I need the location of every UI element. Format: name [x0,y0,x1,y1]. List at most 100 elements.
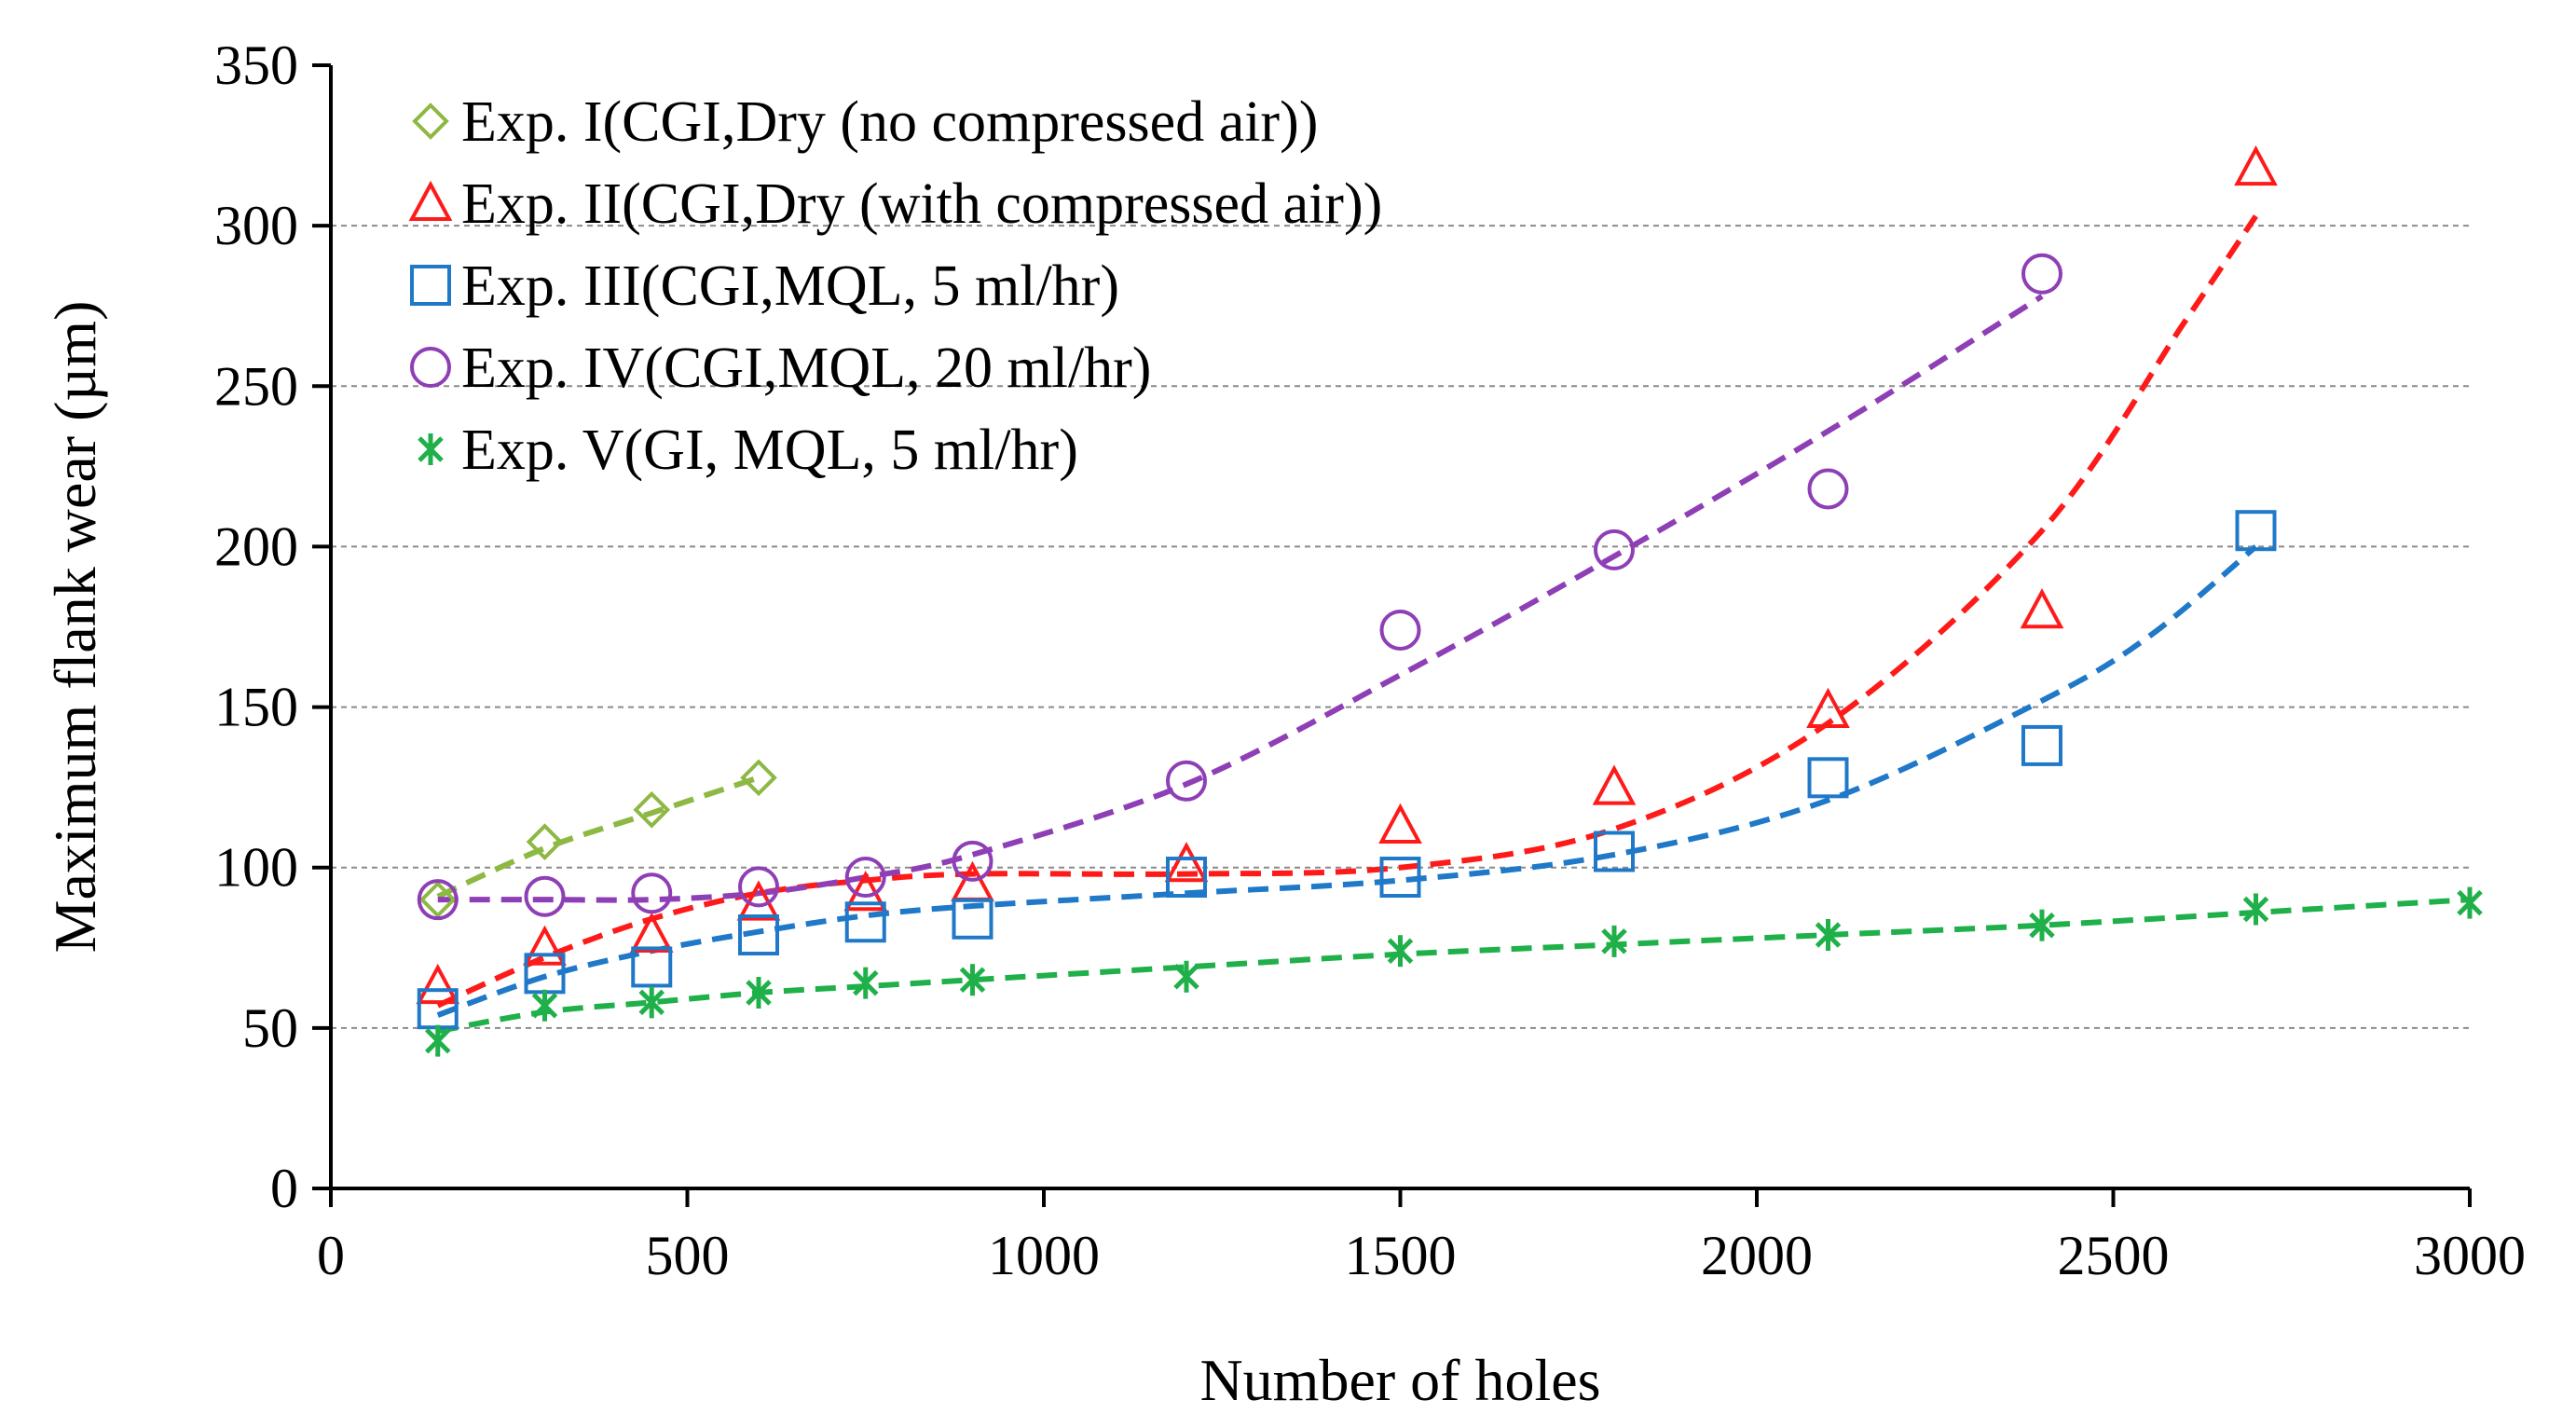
point-series-3-1800 [1594,831,1635,872]
point-series-5-2400 [2029,909,2055,941]
point-series-2-1500 [1378,803,1422,844]
point-series-4-1200-shape [1166,760,1207,802]
point-series-3-1800-shape [1594,831,1635,872]
point-series-3-2400 [2021,724,2062,766]
y-tick-label-250: 250 [214,355,298,417]
x-tick-label-2500: 2500 [2058,1225,2170,1286]
point-series-5-1200-stroke-d2 [1173,964,1199,990]
point-series-3-750-shape [844,901,886,943]
trendline-series-3 [436,544,2258,1018]
point-series-5-150 [424,1024,451,1057]
point-series-2-1200-shape [1164,842,1209,883]
point-series-4-1800-shape [1594,529,1635,570]
point-series-5-450-stroke-d2 [638,989,665,1016]
point-series-2-1800 [1592,764,1637,805]
point-series-2-450-shape [629,912,674,954]
point-series-3-1200-shape [1166,857,1207,899]
point-series-4-600 [738,866,779,908]
point-series-4-900-shape [952,840,993,882]
point-series-4-600-shape [738,866,779,908]
point-series-5-3000 [2457,886,2483,919]
point-series-3-450-shape [631,946,673,988]
point-series-4-150 [417,879,459,921]
x-tick-label-3000: 3000 [2414,1225,2526,1286]
trendline-series-1 [436,775,760,899]
point-series-3-1500-shape [1379,857,1421,899]
point-series-2-2700-shape [2234,144,2278,186]
point-series-1-150 [418,881,457,918]
y-tick-label-300: 300 [214,195,298,256]
point-series-2-2400 [2020,588,2064,629]
legend: Exp. I(CGI,Dry (no compressed air)) Exp. … [408,90,1382,482]
point-series-1-150-shape [418,881,457,918]
trendline-series-4 [437,294,2044,903]
point-series-5-3000-stroke-d2 [2457,889,2483,916]
x-tick-label-500: 500 [646,1225,730,1286]
point-series-4-1500-shape [1379,609,1421,651]
point-series-2-150 [416,963,460,1005]
point-series-2-2100 [1806,687,1850,729]
point-series-2-2400-shape [2020,588,2064,629]
point-series-1-300-shape [526,823,564,860]
point-series-3-900 [952,898,993,940]
point-series-2-1200 [1164,842,1209,883]
point-series-5-2700-stroke-d2 [2242,896,2269,923]
point-series-1-600 [740,759,777,797]
x-tick-label-0: 0 [317,1225,345,1286]
x-tick-label-1500: 1500 [1345,1225,1457,1286]
point-series-2-300-shape [523,925,567,966]
point-series-5-450 [638,986,665,1019]
legend-marker-5 [418,433,444,465]
point-series-4-150-shape [417,879,459,921]
point-series-3-900-shape [952,898,993,940]
point-series-3-2700 [2235,510,2277,552]
point-series-3-600 [738,914,779,956]
legend-marker-3 [410,265,451,306]
legend-label-5: Exp. V(GI, MQL, 5 ml/hr) [461,419,1078,482]
axes [312,63,2472,1207]
legend-label-1: Exp. I(CGI,Dry (no compressed air)) [461,90,1318,154]
point-series-1-600-shape [740,759,777,797]
point-series-5-1500-stroke-d2 [1387,938,1414,964]
point-series-5-900 [959,964,986,996]
point-series-5-300-stroke-d2 [531,992,558,1019]
legend-label-2: Exp. II(CGI,Dry (with compressed air)) [461,172,1382,236]
point-series-5-600 [746,976,772,1009]
point-series-5-2100-stroke-d2 [1815,922,1842,948]
tick-labels: 0 50 100 150 200 250 300 350 0 500 1000 1500 2000 250… [214,34,2526,1286]
legend-label-4: Exp. IV(CGI,MQL, 20 ml/hr) [461,336,1151,400]
point-series-2-2700 [2234,144,2278,186]
point-series-3-2700-shape [2235,510,2277,552]
point-series-2-1800-shape [1592,764,1637,805]
legend-marker-2 [408,180,453,221]
point-series-4-1500 [1379,609,1421,651]
y-tick-label-200: 200 [214,515,298,577]
point-series-3-2100-shape [1807,757,1849,799]
point-series-3-750 [844,901,886,943]
point-series-4-750 [844,857,886,899]
trendlines [436,214,2471,1035]
point-series-3-1200 [1166,857,1207,899]
point-series-4-900 [952,840,993,882]
legend-marker-1-shape [412,103,449,140]
point-series-4-1800 [1594,529,1635,570]
trendline-series-5 [437,897,2471,1035]
point-series-5-1500 [1387,935,1414,968]
point-series-1-450-shape [633,790,671,829]
point-series-4-1200 [1166,760,1207,802]
legend-marker-4-shape [410,347,451,388]
point-series-2-300 [523,925,567,966]
point-series-4-750-shape [844,857,886,899]
legend-marker-4 [410,347,451,388]
point-series-2-2100-shape [1806,687,1850,729]
point-series-5-750 [852,967,879,999]
point-series-4-2100-shape [1807,468,1849,510]
x-tick-label-1000: 1000 [988,1225,1100,1286]
x-axis-title: Number of holes [1199,1347,1600,1413]
point-series-3-2400-shape [2021,724,2062,766]
legend-marker-2-shape [408,180,453,221]
y-tick-label-50: 50 [242,997,298,1059]
point-series-5-2700 [2242,893,2269,926]
y-axis-title: Maximum flank wear (µm) [42,301,108,954]
